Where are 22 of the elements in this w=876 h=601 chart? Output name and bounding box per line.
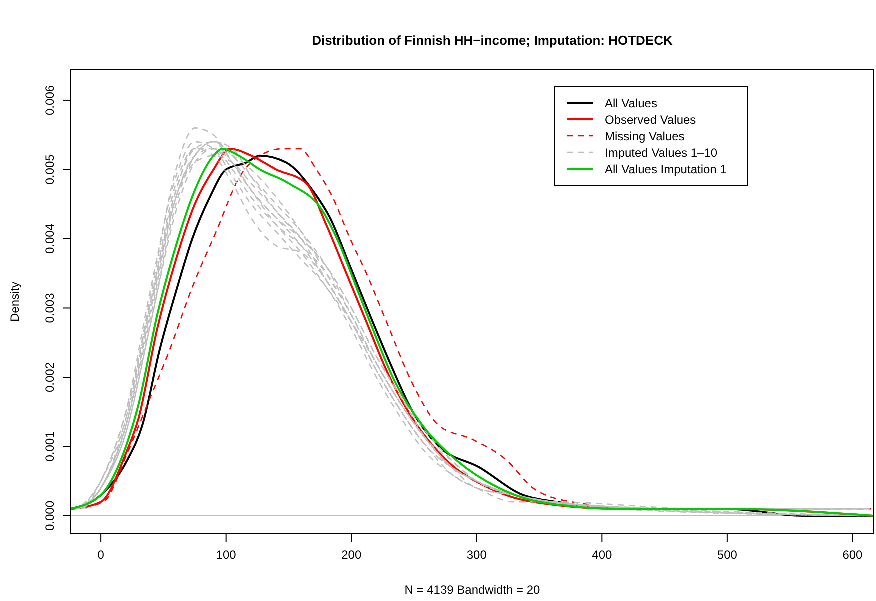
x-tick-label: 100 [216,548,237,562]
y-tick-label: 0.003 [43,292,57,324]
y-tick-label: 0.004 [43,224,57,254]
chart-title: Distribution of Finnish HH−income; Imputation: HOTDECK [312,33,674,48]
legend-label: Observed Values [605,113,696,127]
x-tick-label: 400 [592,548,612,562]
x-axis-title: N = 4139 Bandwidth = 20 [404,583,541,597]
x-tick-label: 200 [342,548,362,562]
x-tick-label: 300 [466,548,488,562]
y-tick-label: 0.005 [43,154,57,185]
y-tick-label: 0.002 [43,362,57,392]
y-axis-title: Density [8,282,22,322]
legend-label: Imputed Values 1–10 [605,146,718,160]
y-tick-label: 0.000 [43,500,57,532]
x-tick-label: 600 [842,548,864,562]
y-tick-label: 0.001 [43,431,57,462]
y-tick-label: 0.006 [43,85,57,116]
x-tick-label: 0 [98,548,105,562]
legend-label: Missing Values [605,130,685,144]
x-tick-label: 500 [717,548,738,562]
legend-label: All Values [605,96,658,110]
legend-label: All Values Imputation 1 [605,162,728,176]
